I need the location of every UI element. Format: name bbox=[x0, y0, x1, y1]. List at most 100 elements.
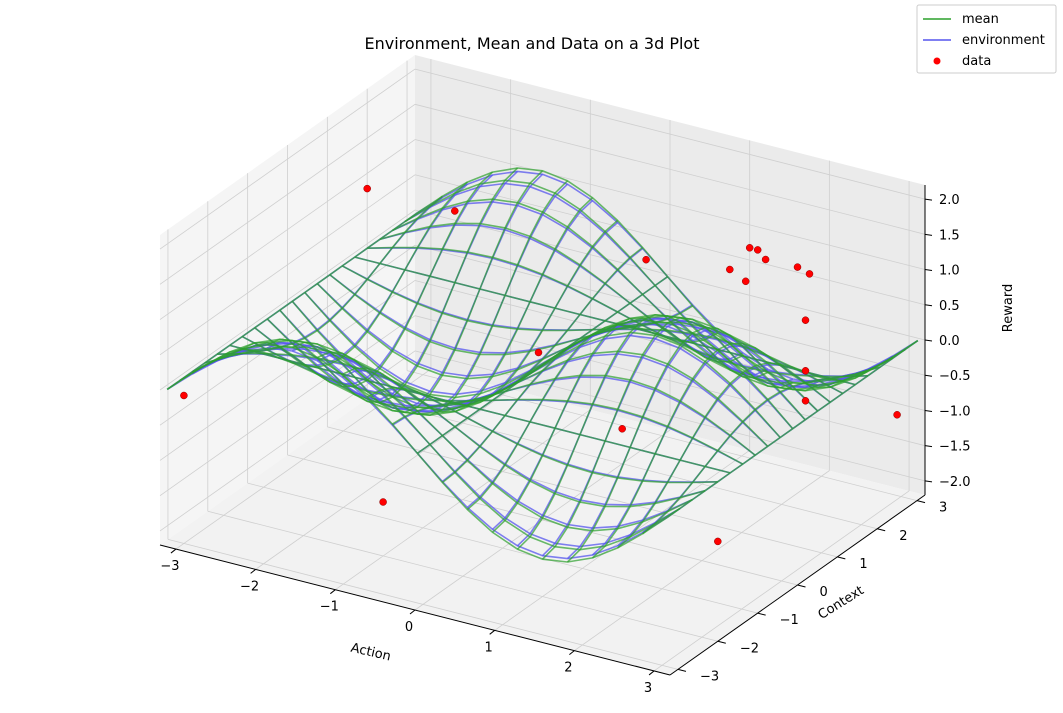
x-tick-label: 1 bbox=[485, 640, 493, 655]
grid-line-z-back bbox=[414, 315, 926, 447]
grid-line-z-left bbox=[159, 244, 416, 426]
z-tick-mark bbox=[924, 198, 933, 201]
grid-line-z-left bbox=[159, 68, 416, 250]
x-tick-mark bbox=[330, 589, 336, 595]
y-tick-label: −1 bbox=[780, 613, 799, 628]
z-tick-label: −1.5 bbox=[939, 440, 971, 455]
data-point bbox=[801, 397, 810, 405]
y-tick-mark bbox=[677, 668, 687, 672]
x-tick-label: 3 bbox=[644, 681, 652, 696]
z-tick-label: −1.0 bbox=[939, 404, 971, 419]
data-point bbox=[893, 411, 901, 419]
x-tick-mark bbox=[170, 548, 177, 554]
y-tick-mark bbox=[837, 556, 846, 560]
mean-wireframe-line-y bbox=[179, 338, 681, 551]
grid-line-y-floor bbox=[167, 538, 679, 670]
z-tick-label: 0.0 bbox=[939, 334, 960, 349]
data-point bbox=[726, 265, 734, 274]
data-point bbox=[801, 367, 810, 375]
y-tick-mark bbox=[797, 584, 806, 588]
grid-line-z-left bbox=[159, 174, 416, 356]
data-point bbox=[642, 255, 650, 264]
data-point bbox=[741, 277, 750, 286]
mean-wireframe-line-y bbox=[367, 246, 868, 378]
mean-wireframe-line-y bbox=[392, 198, 894, 391]
mean-wireframe-line-y bbox=[341, 265, 844, 395]
grid-line-z-left bbox=[159, 139, 416, 320]
z-tick-mark bbox=[924, 269, 933, 272]
data-point bbox=[534, 348, 543, 357]
z-tick-mark bbox=[924, 304, 933, 307]
mean-wireframe-line-y bbox=[241, 335, 744, 465]
mean-wireframe-line-y bbox=[354, 256, 856, 386]
z-tick-label: 0.5 bbox=[939, 299, 960, 314]
grid-line-y-floor bbox=[367, 398, 878, 530]
grid-line-z-back bbox=[414, 174, 926, 306]
mean-wireframe-line-y bbox=[304, 291, 806, 421]
grid-line-y-floor bbox=[247, 482, 758, 614]
x-tick-label: −2 bbox=[240, 579, 259, 594]
mean-wireframe-line-y bbox=[217, 352, 718, 484]
mean-wireframe-line-y bbox=[316, 283, 819, 412]
data-point bbox=[363, 184, 371, 193]
data-point bbox=[379, 498, 387, 506]
z-tick-mark bbox=[924, 409, 933, 412]
mean-wireframe-line-y bbox=[229, 344, 731, 474]
y-tick-label: −2 bbox=[740, 641, 759, 656]
grid-line-z-left bbox=[159, 315, 416, 497]
mean-wireframe-line-y bbox=[329, 274, 831, 403]
data-point bbox=[801, 316, 810, 324]
z-tick-label: 1.0 bbox=[939, 264, 960, 279]
chart-title: Environment, Mean and Data on a 3d Plot bbox=[365, 34, 700, 53]
grid-line-z-back bbox=[414, 280, 926, 411]
grid-line-z-left bbox=[159, 209, 416, 391]
data-point bbox=[761, 255, 770, 264]
data-point bbox=[805, 270, 814, 278]
x-tick-mark bbox=[648, 670, 655, 676]
grid-line-z-back bbox=[414, 209, 926, 341]
grid-line-z-back bbox=[414, 139, 926, 270]
y-tick-label: 0 bbox=[820, 585, 828, 600]
legend-environment-label: environment bbox=[962, 33, 1045, 48]
y-tick-label: −3 bbox=[700, 669, 719, 684]
grid-line-z-back bbox=[414, 244, 926, 376]
mean-wireframe-line-y bbox=[404, 179, 906, 392]
y-tick-mark bbox=[757, 612, 766, 616]
y-tick-label: 1 bbox=[859, 557, 867, 572]
data-point bbox=[714, 537, 722, 546]
y-tick-mark bbox=[717, 640, 726, 644]
mean-wireframe-line-y bbox=[204, 346, 706, 508]
z-axis-label: Reward bbox=[1001, 284, 1016, 332]
legend-mean-label: mean bbox=[962, 12, 999, 27]
grid-line-y-floor bbox=[406, 370, 918, 502]
legend-data-swatch bbox=[933, 57, 941, 65]
x-tick-label: −1 bbox=[320, 600, 339, 615]
legend-frame bbox=[916, 4, 1057, 74]
z-tick-label: 2.0 bbox=[939, 193, 960, 208]
z-tick-mark bbox=[924, 445, 933, 448]
data-point bbox=[745, 244, 754, 252]
x-tick-label: −3 bbox=[160, 559, 179, 574]
mean-wireframe-line-y bbox=[254, 327, 756, 456]
y-tick-label: 3 bbox=[939, 501, 947, 516]
z-tick-label: 1.5 bbox=[939, 228, 960, 243]
grid-line-z-left bbox=[159, 280, 416, 461]
y-tick-mark bbox=[916, 500, 926, 504]
x-tick-label: 0 bbox=[405, 620, 413, 635]
mean-wireframe-line-y bbox=[266, 318, 769, 447]
mean-wireframe-line-y bbox=[416, 167, 919, 387]
grid-line-y-floor bbox=[287, 454, 798, 586]
z-tick-mark bbox=[924, 339, 933, 342]
legend-data-label: data bbox=[962, 54, 991, 69]
data-point bbox=[793, 263, 802, 271]
x-tick-mark bbox=[250, 568, 256, 574]
scatter-points bbox=[180, 184, 901, 546]
grid-line-z-back bbox=[414, 68, 926, 200]
z-tick-mark bbox=[924, 480, 933, 483]
grid-line-y-floor bbox=[207, 510, 718, 642]
surface-wireframes bbox=[166, 167, 919, 563]
data-point bbox=[753, 246, 762, 254]
y-tick-mark bbox=[877, 528, 886, 532]
grid-line-z-back bbox=[414, 103, 926, 235]
